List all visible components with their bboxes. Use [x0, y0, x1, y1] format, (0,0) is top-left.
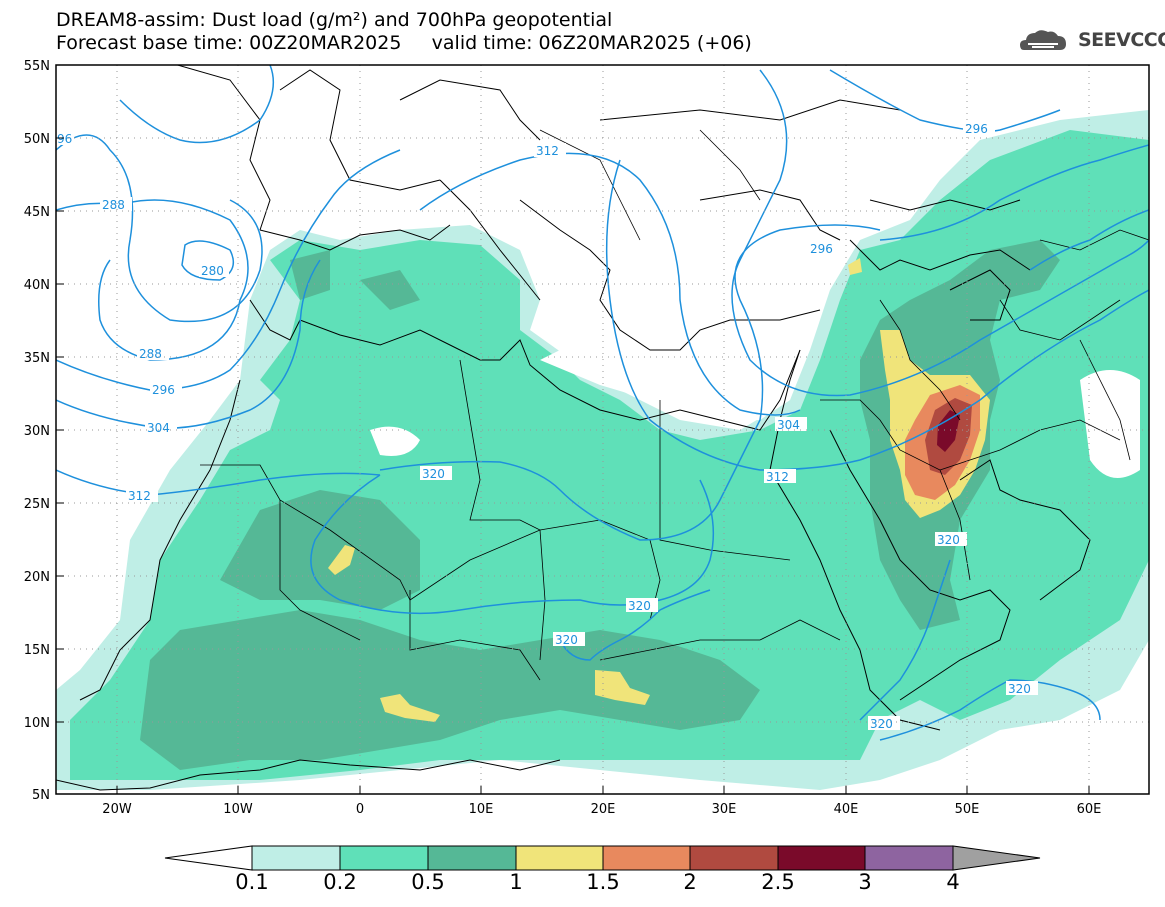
contour-label: 296 [152, 383, 175, 397]
chart-title: DREAM8-assim: Dust load (g/m²) and 700hP… [56, 9, 613, 31]
contour-label: 320 [555, 633, 578, 647]
contour-label: 96 [57, 132, 72, 146]
dust-area-dark [290, 250, 330, 300]
contour-label: 320 [870, 717, 893, 731]
colorbar-label: 2 [683, 870, 697, 894]
contour-label: 320 [628, 599, 651, 613]
dust-area-clear [370, 426, 420, 456]
lon-labels: 20W 10W 0 10E 20E 30E 40E 50E 60E [102, 802, 1101, 817]
lat-tick-label: 40N [24, 278, 50, 293]
lat-tick-label: 35N [24, 351, 50, 366]
colorbar-bin [777, 845, 866, 871]
lon-tick-label: 10W [223, 802, 253, 817]
tick-marks [56, 64, 1090, 794]
colorbar-label: 0.2 [323, 870, 357, 894]
contour-label: 304 [147, 421, 170, 435]
colorbar-bin [515, 845, 604, 871]
lat-tick-label: 50N [24, 132, 50, 147]
cloud-icon [1020, 30, 1066, 50]
lat-tick-label: 25N [24, 497, 50, 512]
logo: SEEVCCC [1078, 29, 1165, 51]
colorbar-label: 4 [946, 870, 960, 894]
lat-tick-label: 55N [24, 59, 50, 74]
lon-tick-label: 50E [955, 802, 980, 817]
colorbar-label: 2.5 [761, 870, 795, 894]
colorbar-label: 0.5 [411, 870, 445, 894]
contour-labels: 96 288 280 288 296 304 312 312 296 296 3… [56, 121, 1038, 731]
colorbar-over [952, 845, 1041, 871]
dust-area-clear [540, 330, 800, 420]
colorbar-label: 0.1 [235, 870, 269, 894]
contour-label: 312 [128, 489, 151, 503]
contour-label: 320 [1008, 682, 1031, 696]
dust-area-yellow [848, 258, 862, 275]
contour-label: 312 [536, 144, 559, 158]
lat-tick-label: 5N [32, 788, 50, 803]
colorbar-label: 1 [509, 870, 523, 894]
colorbar-bin [251, 845, 341, 871]
colorbar [164, 845, 1041, 871]
dust-area-dark [220, 490, 420, 610]
lat-tick-label: 20N [24, 570, 50, 585]
contour-label: 312 [766, 470, 789, 484]
colorbar-under [164, 845, 253, 871]
dust-area-yellow [380, 694, 440, 722]
gridlines [56, 65, 1149, 794]
coastlines [56, 65, 1091, 791]
contour-label: 320 [422, 467, 445, 481]
lon-tick-label: 60E [1077, 802, 1102, 817]
colorbar-bin [864, 845, 954, 871]
contour-label: 320 [937, 533, 960, 547]
colorbar-label: 3 [858, 870, 872, 894]
lon-tick-label: 30E [712, 802, 737, 817]
lon-tick-label: 10E [469, 802, 494, 817]
lat-tick-label: 45N [24, 205, 50, 220]
contour-label: 288 [102, 198, 125, 212]
dust-area-dark [140, 610, 760, 770]
chart-subtitle: Forecast base time: 00Z20MAR2025 valid t… [56, 32, 752, 54]
colorbar-bin [427, 845, 517, 871]
lon-tick-label: 20W [102, 802, 132, 817]
dust-area-clear [1080, 370, 1140, 478]
dust-area-yellow [595, 670, 650, 705]
lat-tick-label: 30N [24, 424, 50, 439]
lon-tick-label: 0 [356, 802, 364, 817]
lat-tick-label: 10N [24, 716, 50, 731]
dust-area-yellow [328, 545, 355, 575]
contour-label: 296 [965, 122, 988, 136]
colorbar-bin [689, 845, 779, 871]
colorbar-bin [339, 845, 429, 871]
contour-label: 296 [810, 242, 833, 256]
contour-label: 288 [139, 347, 162, 361]
lat-tick-label: 15N [24, 643, 50, 658]
dust-area-maroon [937, 410, 960, 452]
colorbar-bin [602, 845, 691, 871]
contour-label: 304 [777, 418, 800, 432]
lat-labels: 55N 50N 45N 40N 35N 30N 25N 20N 15N 10N … [24, 59, 50, 803]
colorbar-label: 1.5 [586, 870, 620, 894]
lon-tick-label: 40E [834, 802, 859, 817]
lon-tick-label: 20E [591, 802, 616, 817]
dust-area-dark [360, 270, 420, 310]
contour-label: 280 [201, 264, 224, 278]
